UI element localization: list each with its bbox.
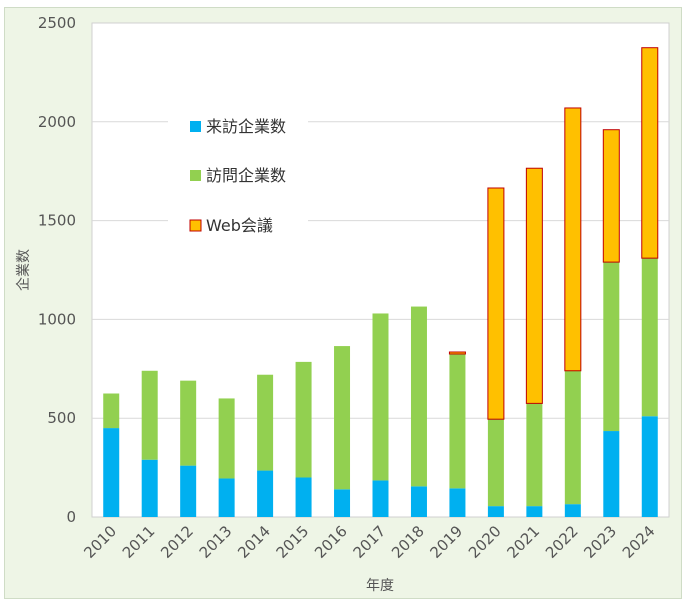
x-tick-label: 2011 <box>119 522 159 562</box>
y-tick-label: 1500 <box>38 212 76 230</box>
bar-segment <box>295 477 312 517</box>
legend-label: 訪問企業数 <box>206 166 286 185</box>
bar-segment <box>257 470 274 517</box>
y-tick-label: 500 <box>47 409 76 427</box>
bar-segment <box>449 488 466 517</box>
bar-segment <box>218 478 235 517</box>
bar-segment <box>141 370 158 460</box>
bar-segment <box>526 403 543 507</box>
x-tick-label: 2013 <box>196 522 236 562</box>
x-tick-label: 2023 <box>580 522 620 562</box>
legend-label: 来訪企業数 <box>206 117 286 136</box>
bar-segment <box>410 486 427 517</box>
bar-segment <box>641 416 658 517</box>
y-tick-label: 2500 <box>38 14 76 32</box>
bar-segment <box>603 431 620 517</box>
x-tick-label: 2020 <box>465 522 505 562</box>
bar-segment <box>180 380 197 466</box>
bar-segment <box>141 459 158 517</box>
y-tick-label: 0 <box>66 508 76 526</box>
x-tick-label: 2016 <box>311 522 351 562</box>
bar-segment <box>487 187 505 420</box>
bar-segment <box>641 258 658 417</box>
bar-segment <box>334 346 351 490</box>
y-tick-label: 1000 <box>38 310 76 328</box>
bar-segment <box>372 480 389 517</box>
bar-segment <box>103 393 120 429</box>
bar-segment <box>564 504 581 517</box>
bar-segment <box>103 428 120 517</box>
x-tick-label: 2022 <box>542 522 582 562</box>
x-tick-label: 2024 <box>619 522 659 562</box>
bar-segment <box>564 107 582 372</box>
bar-segment <box>525 167 543 404</box>
y-tick-label: 2000 <box>38 113 76 131</box>
legend-label: Web会議 <box>206 216 273 235</box>
bar-segment <box>564 370 581 505</box>
bar-segment <box>602 129 620 263</box>
x-tick-label: 2021 <box>503 522 543 562</box>
bar-segment <box>334 489 351 517</box>
bar-segment <box>410 306 427 487</box>
x-tick-label: 2014 <box>234 522 274 562</box>
x-tick-labels: 2010201120122013201420152016201720182019… <box>80 522 658 562</box>
y-axis-title: 企業数 <box>15 249 32 291</box>
bar-segment <box>218 398 235 479</box>
bar-segment <box>641 47 659 259</box>
bar-segment <box>487 506 504 517</box>
x-tick-label: 2010 <box>80 522 120 562</box>
bar-segment <box>257 374 274 471</box>
legend-swatch <box>190 170 201 181</box>
x-axis-title: 年度 <box>366 578 394 594</box>
x-tick-label: 2012 <box>157 522 197 562</box>
bars <box>103 47 659 517</box>
x-tick-label: 2017 <box>350 522 390 562</box>
x-tick-label: 2018 <box>388 522 428 562</box>
legend-swatch <box>189 219 202 232</box>
bar-segment <box>180 465 197 517</box>
legend-swatch <box>190 121 201 132</box>
x-tick-label: 2019 <box>427 522 467 562</box>
bar-segment <box>603 262 620 432</box>
bar-segment <box>449 353 466 489</box>
y-tick-labels: 0 500 1000 1500 2000 2500 <box>38 14 76 526</box>
bar-segment <box>487 419 504 507</box>
bar-segment <box>448 351 466 355</box>
x-tick-label: 2015 <box>273 522 313 562</box>
bar-segment <box>526 506 543 517</box>
bar-segment <box>372 313 389 481</box>
bar-segment <box>295 361 312 478</box>
